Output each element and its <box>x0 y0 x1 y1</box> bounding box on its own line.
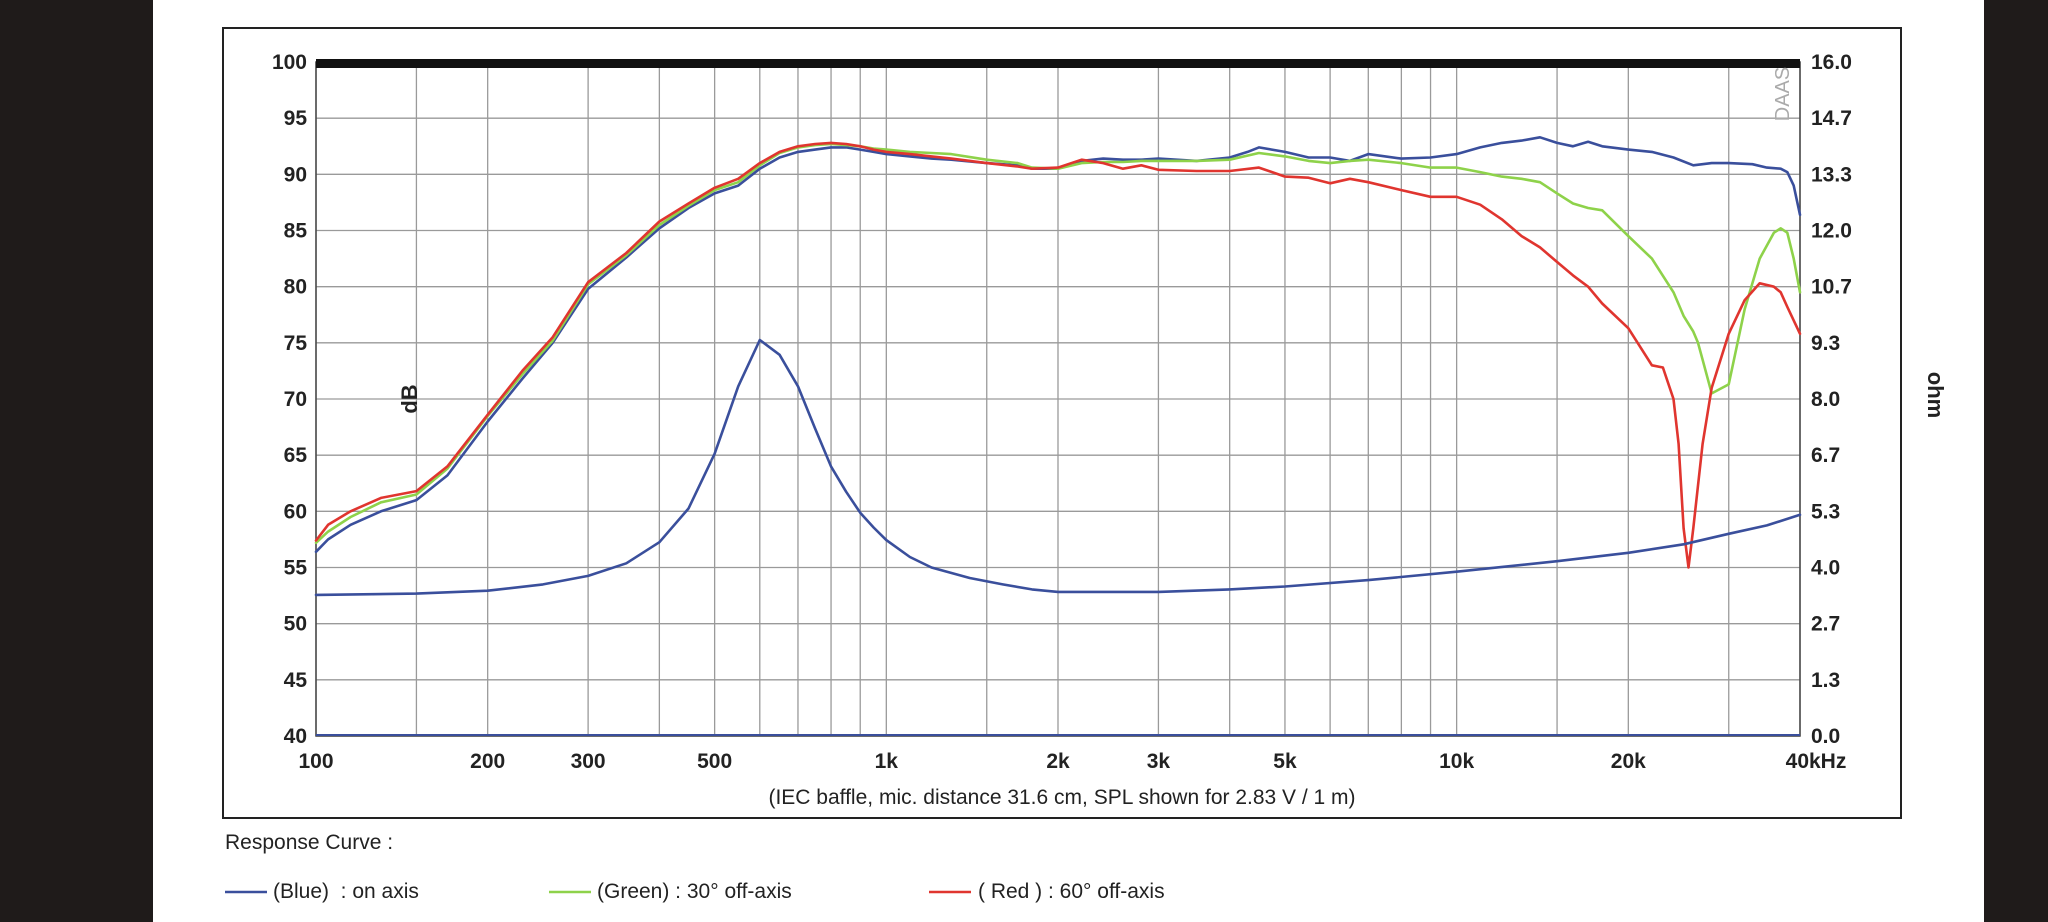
y-tick-left-4: 80 <box>284 276 307 299</box>
series-line-3 <box>314 338 1802 597</box>
y-tick-right-3: 12.0 <box>1811 220 1852 243</box>
legend-item-blue: (Blue) : on axis <box>225 880 419 903</box>
legend-label-red: ( Red ) : 60° off-axis <box>978 880 1165 903</box>
right-tick-labels: 16.0 14.7 13.3 12.0 10.7 9.3 8.0 6.7 5.3 4.0 2.7 1.… <box>1811 51 1852 748</box>
y-axis-label-left: dB <box>397 384 422 413</box>
y-tick-left-9: 55 <box>284 557 308 580</box>
series-layer <box>314 136 1802 736</box>
y-tick-right-0: 16.0 <box>1811 51 1852 74</box>
x-tick-9: 20k <box>1611 750 1646 773</box>
top-band <box>316 59 1800 68</box>
x-tick-0: 100 <box>298 750 333 773</box>
x-tick-10: 40kHz <box>1786 750 1847 773</box>
y-tick-left-5: 75 <box>284 332 308 355</box>
y-tick-left-10: 50 <box>284 613 307 636</box>
legend-item-red: ( Red ) : 60° off-axis <box>929 880 1165 903</box>
y-tick-right-12: 0.0 <box>1811 725 1840 748</box>
x-tick-2: 300 <box>571 750 606 773</box>
watermark: DAAS <box>1772 67 1794 121</box>
series-line-1 <box>314 142 1802 545</box>
grid <box>315 61 1801 737</box>
y-tick-left-3: 85 <box>284 220 308 243</box>
left-tick-labels: 100 95 90 85 80 75 70 65 60 55 50 45 40 <box>272 51 307 748</box>
y-tick-left-11: 45 <box>284 669 308 692</box>
x-tick-8: 10k <box>1439 750 1474 773</box>
x-tick-3: 500 <box>697 750 732 773</box>
x-tick-4: 1k <box>875 750 899 773</box>
y-tick-left-0: 100 <box>272 51 307 74</box>
series-line-0 <box>314 136 1802 554</box>
y-tick-left-2: 90 <box>284 163 307 186</box>
legend-title: Response Curve : <box>225 831 393 854</box>
legend-item-green: (Green) : 30° off-axis <box>549 880 792 903</box>
x-tick-6: 3k <box>1147 750 1171 773</box>
x-tick-labels: 100 200 300 500 1k 2k 3k 5k 10k 20k 40kHz <box>298 750 1846 773</box>
y-tick-right-5: 9.3 <box>1811 332 1840 355</box>
x-tick-7: 5k <box>1273 750 1297 773</box>
y-tick-left-7: 65 <box>284 444 308 467</box>
response-chart: 100 95 90 85 80 75 70 65 60 55 50 45 40 16.0 14.7 13.3… <box>222 27 1948 903</box>
y-tick-right-4: 10.7 <box>1811 276 1852 299</box>
y-tick-right-8: 5.3 <box>1811 500 1840 523</box>
legend-label-blue: (Blue) : on axis <box>273 880 419 903</box>
y-tick-right-10: 2.7 <box>1811 613 1840 636</box>
x-tick-1: 200 <box>470 750 505 773</box>
x-tick-5: 2k <box>1046 750 1070 773</box>
series-line-2 <box>314 141 1802 569</box>
y-axis-label-right: ohm <box>1923 372 1948 418</box>
y-tick-right-6: 8.0 <box>1811 388 1840 411</box>
y-tick-left-6: 70 <box>284 388 307 411</box>
y-tick-right-2: 13.3 <box>1811 163 1852 186</box>
chart-page: 100 95 90 85 80 75 70 65 60 55 50 45 40 16.0 14.7 13.3… <box>153 0 1984 922</box>
y-tick-right-9: 4.0 <box>1811 557 1840 580</box>
measurement-note: (IEC baffle, mic. distance 31.6 cm, SPL … <box>768 786 1355 809</box>
y-tick-right-11: 1.3 <box>1811 669 1840 692</box>
legend-label-green: (Green) : 30° off-axis <box>597 880 792 903</box>
y-tick-left-8: 60 <box>284 500 307 523</box>
y-tick-right-1: 14.7 <box>1811 107 1852 130</box>
y-tick-right-7: 6.7 <box>1811 444 1840 467</box>
y-tick-left-1: 95 <box>284 107 308 130</box>
y-tick-left-12: 40 <box>284 725 307 748</box>
chart-frame <box>222 27 1902 819</box>
